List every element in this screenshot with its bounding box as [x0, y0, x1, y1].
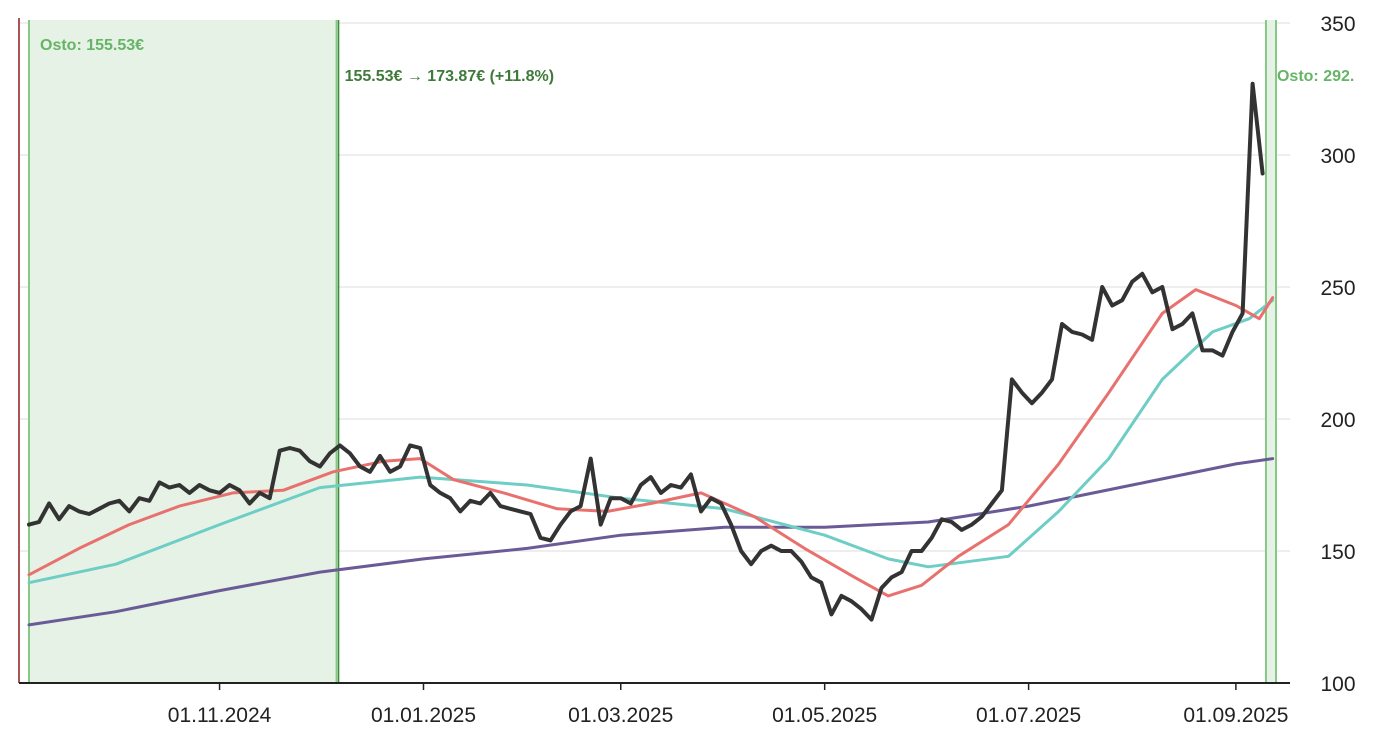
trade-result-label: 155.53€ → 173.87€ (+11.8%) — [345, 68, 555, 85]
x-tick-label: 01.01.2025 — [371, 704, 476, 727]
buy-price-label: Osto: 292. — [1277, 68, 1354, 85]
x-tick-label: 01.09.2025 — [1183, 704, 1288, 727]
x-tick-label: 01.07.2025 — [976, 704, 1081, 727]
y-tick-label: 150 — [1320, 541, 1355, 564]
axis-layer: 100 150 200 250 300 350 01.11.2024 01.01.2025 01… — [18, 13, 1356, 727]
x-tick-label: 01.03.2025 — [568, 704, 673, 727]
annotation-layer: Osto: 155.53€ 155.53€ → 173.87€ (+11.8%) O… — [40, 37, 1354, 85]
moving-average-medium-line — [27, 298, 1275, 585]
y-tick-label: 250 — [1320, 277, 1355, 300]
holding-period-layer — [28, 20, 1277, 683]
y-tick-label: 100 — [1320, 673, 1355, 696]
x-tick-label: 01.11.2024 — [168, 704, 272, 727]
price-line — [27, 81, 1265, 622]
y-tick-label: 300 — [1320, 145, 1355, 168]
x-tick-label: 01.05.2025 — [772, 704, 877, 727]
buy-price-label: Osto: 155.53€ — [40, 37, 144, 54]
holding-period-band — [29, 20, 337, 683]
moving-average-fast-line — [27, 288, 1275, 598]
y-tick-label: 350 — [1320, 13, 1355, 36]
series-layer — [27, 81, 1275, 627]
y-tick-label: 200 — [1320, 409, 1355, 432]
holding-period-band — [1265, 20, 1276, 683]
moving-average-slow-line — [27, 457, 1275, 627]
